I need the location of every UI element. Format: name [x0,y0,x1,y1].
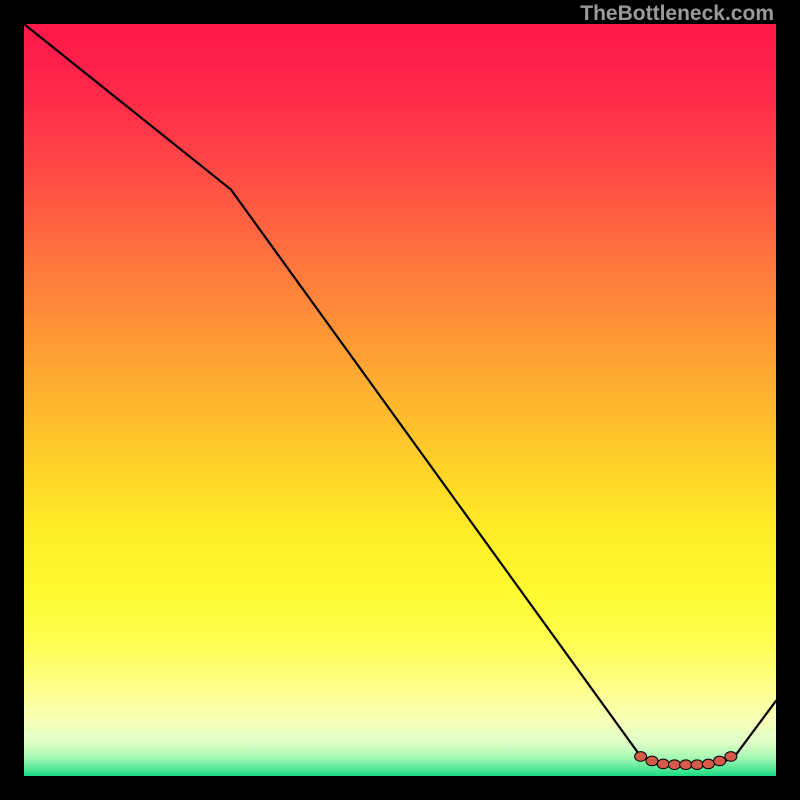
data-marker [691,760,703,770]
data-marker [668,760,680,770]
attribution-watermark: TheBottleneck.com [580,2,774,26]
data-marker [702,759,714,769]
plot-area [24,24,776,776]
data-marker [646,756,658,766]
data-marker [657,759,669,769]
line-layer [24,24,776,776]
data-marker [635,752,647,762]
chart-container: TheBottleneck.com [0,0,800,800]
data-marker [725,752,737,762]
data-marker [714,756,726,766]
data-marker [680,760,692,770]
curve-line [24,24,776,764]
